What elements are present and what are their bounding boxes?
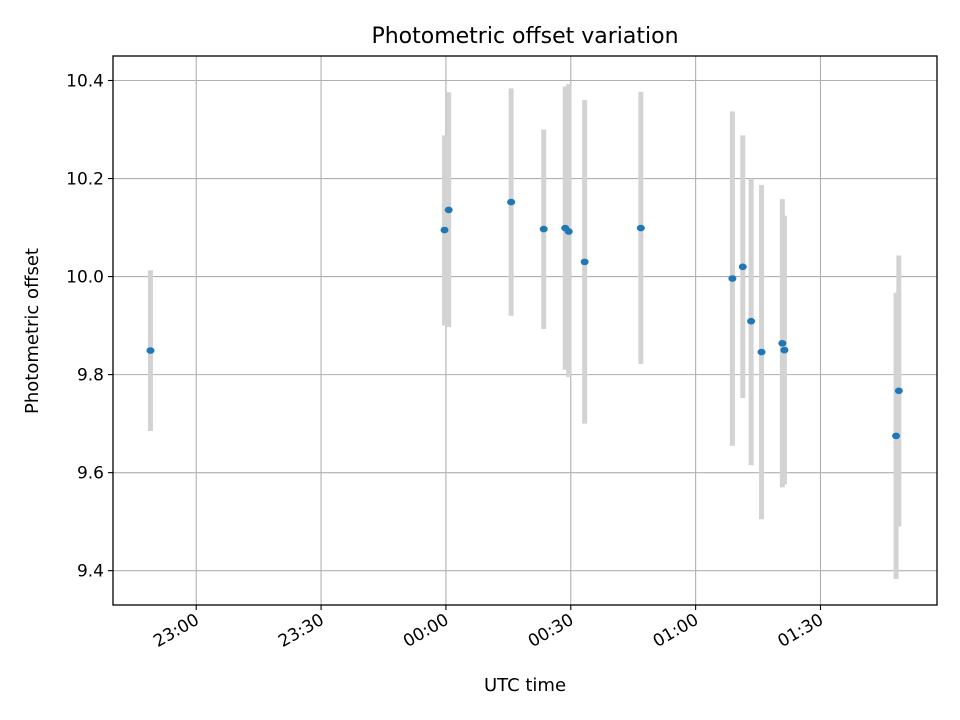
data-points xyxy=(146,198,903,440)
data-point xyxy=(892,432,901,440)
y-axis-ticks: 9.4 9.6 9.8 10.0 10.2 10.4 xyxy=(66,72,113,582)
data-point xyxy=(580,258,589,266)
y-axis-label: Photometric offset xyxy=(22,248,43,414)
data-point xyxy=(636,224,645,232)
chart-title: Photometric offset variation xyxy=(371,24,678,49)
y-tick-label: 9.4 xyxy=(77,562,104,582)
data-point xyxy=(564,228,573,235)
data-point xyxy=(780,346,789,354)
data-point xyxy=(757,348,766,356)
y-tick-label: 9.6 xyxy=(77,464,104,484)
x-axis-label: UTC time xyxy=(484,675,566,696)
y-tick-label: 10.0 xyxy=(66,268,104,288)
data-point xyxy=(444,206,453,214)
data-point xyxy=(507,198,516,206)
y-tick-label: 10.2 xyxy=(66,170,104,190)
y-tick-label: 10.4 xyxy=(66,72,104,92)
y-tick-label: 9.8 xyxy=(77,366,104,386)
plot-frame xyxy=(112,55,938,606)
data-point xyxy=(778,339,787,347)
data-point xyxy=(728,275,737,282)
data-point xyxy=(738,263,747,271)
data-point xyxy=(894,387,903,395)
data-point xyxy=(146,347,155,354)
data-point xyxy=(539,225,548,233)
data-point xyxy=(747,317,756,325)
data-point xyxy=(440,226,449,234)
